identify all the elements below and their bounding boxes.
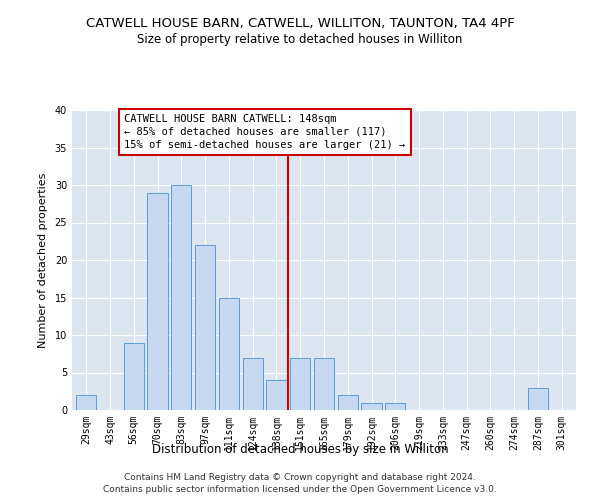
Bar bbox=[338, 395, 358, 410]
Text: CATWELL HOUSE BARN, CATWELL, WILLITON, TAUNTON, TA4 4PF: CATWELL HOUSE BARN, CATWELL, WILLITON, T… bbox=[86, 18, 514, 30]
Text: Contains HM Land Registry data © Crown copyright and database right 2024.: Contains HM Land Registry data © Crown c… bbox=[124, 472, 476, 482]
Bar bbox=[266, 380, 287, 410]
Y-axis label: Number of detached properties: Number of detached properties bbox=[38, 172, 47, 348]
Bar bbox=[171, 185, 191, 410]
Text: Contains public sector information licensed under the Open Government Licence v3: Contains public sector information licen… bbox=[103, 485, 497, 494]
Bar bbox=[528, 388, 548, 410]
Bar bbox=[219, 298, 239, 410]
Bar bbox=[124, 342, 144, 410]
Bar bbox=[242, 358, 263, 410]
Bar bbox=[290, 358, 310, 410]
Text: Distribution of detached houses by size in Williton: Distribution of detached houses by size … bbox=[152, 442, 448, 456]
Bar bbox=[195, 245, 215, 410]
Bar bbox=[385, 402, 406, 410]
Bar bbox=[148, 192, 167, 410]
Text: Size of property relative to detached houses in Williton: Size of property relative to detached ho… bbox=[137, 32, 463, 46]
Bar bbox=[76, 395, 97, 410]
Bar bbox=[314, 358, 334, 410]
Text: CATWELL HOUSE BARN CATWELL: 148sqm
← 85% of detached houses are smaller (117)
15: CATWELL HOUSE BARN CATWELL: 148sqm ← 85%… bbox=[124, 114, 406, 150]
Bar bbox=[361, 402, 382, 410]
